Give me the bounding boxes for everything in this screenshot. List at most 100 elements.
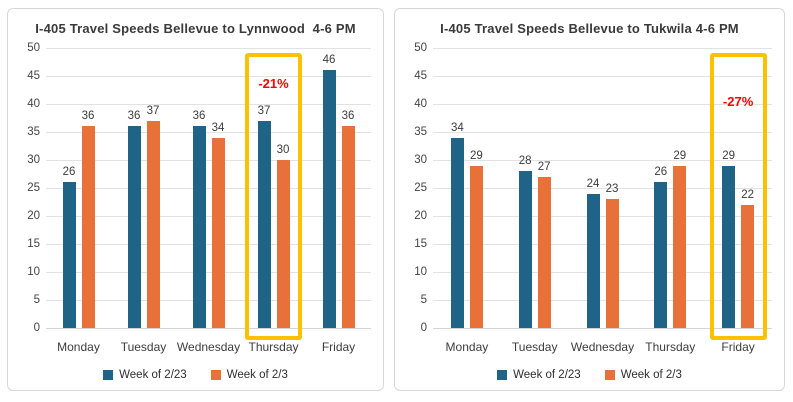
y-tick-label: 50 — [27, 42, 40, 54]
y-tick-label: 15 — [414, 238, 427, 250]
x-axis-label-wednesday: Wednesday — [570, 340, 635, 354]
x-axis-label-wednesday: Wednesday — [176, 340, 241, 354]
x-axis-label-thursday: Thursday — [248, 340, 299, 354]
chart-title: I-405 Travel Speeds Bellevue to Tukwila … — [440, 21, 739, 36]
gridline — [46, 47, 371, 49]
bar-week-of-2-23-tuesday — [518, 171, 532, 328]
bar-value-label-week-of-2-3-wednesday: 34 — [211, 121, 225, 134]
bar-week-of-2-3-wednesday — [605, 199, 619, 328]
y-tick-label: 5 — [420, 294, 427, 306]
gridline — [46, 215, 371, 217]
gridline — [46, 327, 371, 329]
y-tick-label: 10 — [414, 266, 427, 278]
bar-week-of-2-3-friday — [341, 126, 355, 328]
bar-week-of-2-23-friday — [722, 165, 736, 328]
bar-value-label-week-of-2-23-monday: 34 — [450, 121, 464, 134]
bar-week-of-2-3-monday — [469, 165, 483, 328]
bar-week-of-2-23-wednesday — [586, 193, 600, 328]
y-tick-label: 10 — [27, 266, 40, 278]
bar-value-label-week-of-2-3-tuesday: 37 — [146, 104, 160, 117]
bar-week-of-2-3-thursday — [276, 160, 290, 328]
gridline — [433, 131, 772, 133]
chart-panel-bellevue-lynnwood: I-405 Travel Speeds Bellevue to Lynnwood… — [7, 8, 384, 391]
y-tick-label: 50 — [414, 42, 427, 54]
y-tick-label: 25 — [414, 182, 427, 194]
pct-change-label: -21% — [258, 76, 289, 91]
legend-item-week-of-2-3: Week of 2/3 — [210, 369, 288, 381]
x-axis-label-tuesday: Tuesday — [511, 340, 558, 354]
bar-value-label-week-of-2-23-monday: 26 — [62, 166, 76, 179]
y-tick-label: 45 — [27, 70, 40, 82]
gridline — [433, 159, 772, 161]
gridline — [433, 215, 772, 217]
highlight-box — [709, 53, 767, 340]
plot-area: 0 5 10 15 20 25 30 35 40 45 50 Monday 34 29 Tuesday 28 2… — [414, 42, 772, 354]
gridline — [46, 131, 371, 133]
bar-week-of-2-23-monday — [450, 137, 464, 328]
chart-panel-bellevue-tukwila: I-405 Travel Speeds Bellevue to Tukwila … — [394, 8, 785, 391]
bar-value-label-week-of-2-3-thursday: 29 — [673, 149, 687, 162]
bar-week-of-2-3-monday — [81, 126, 95, 328]
bar-value-label-week-of-2-23-wednesday: 24 — [586, 177, 600, 190]
bar-value-label-week-of-2-3-friday: 22 — [741, 188, 754, 201]
y-tick-label: 40 — [414, 98, 427, 110]
y-tick-label: 25 — [27, 182, 40, 194]
y-tick-label: 15 — [27, 238, 40, 250]
bar-value-label-week-of-2-3-thursday: 30 — [276, 144, 290, 156]
x-axis-label-tuesday: Tuesday — [120, 340, 167, 354]
bar-value-label-week-of-2-23-tuesday: 36 — [127, 110, 141, 123]
legend-label-week-of-2-23: Week of 2/23 — [513, 369, 581, 381]
bar-week-of-2-23-thursday — [654, 182, 668, 328]
gridline — [433, 75, 772, 77]
bar-value-label-week-of-2-23-thursday: 37 — [257, 104, 271, 117]
bar-value-label-week-of-2-23-wednesday: 36 — [192, 110, 206, 123]
legend-item-week-of-2-23: Week of 2/23 — [497, 369, 581, 381]
gridline — [46, 299, 371, 301]
bar-week-of-2-3-wednesday — [211, 137, 225, 328]
legend-label-week-of-2-3: Week of 2/3 — [620, 369, 682, 381]
bar-value-label-week-of-2-23-friday: 29 — [722, 149, 735, 162]
bar-value-label-week-of-2-3-monday: 29 — [469, 149, 483, 162]
pct-change-label: -27% — [722, 94, 754, 109]
gridline — [46, 243, 371, 245]
y-tick-label: 30 — [27, 154, 40, 166]
gridline — [433, 327, 772, 329]
legend: Week of 2/23 Week of 2/3 — [8, 369, 383, 381]
bar-value-label-week-of-2-23-friday: 46 — [322, 54, 336, 67]
bar-value-label-week-of-2-3-monday: 36 — [81, 110, 95, 123]
bar-week-of-2-3-tuesday — [146, 120, 160, 328]
gridline — [433, 271, 772, 273]
bar-value-label-week-of-2-3-wednesday: 23 — [605, 183, 619, 196]
y-tick-label: 45 — [414, 70, 427, 82]
y-tick-label: 0 — [33, 322, 40, 334]
bar-week-of-2-3-thursday — [673, 165, 687, 328]
plot-area: 0 5 10 15 20 25 30 35 40 45 50 Monday 26 36 Tuesday 36 3… — [27, 42, 371, 354]
y-tick-label: 35 — [27, 126, 40, 138]
gridline — [433, 103, 772, 105]
legend: Week of 2/23 Week of 2/3 — [395, 369, 784, 381]
y-tick-label: 30 — [414, 154, 427, 166]
bar-value-label-week-of-2-3-tuesday: 27 — [537, 160, 551, 173]
x-axis-label-friday: Friday — [721, 340, 755, 354]
x-axis-label-monday: Monday — [445, 340, 489, 354]
highlight-box — [245, 53, 302, 340]
x-axis-label-friday: Friday — [321, 340, 356, 354]
x-axis-label-thursday: Thursday — [645, 340, 696, 354]
gridline — [433, 299, 772, 301]
legend-swatch-week-of-2-3 — [210, 370, 221, 380]
gridline — [433, 47, 772, 49]
x-axis-label-monday: Monday — [57, 340, 100, 354]
y-tick-label: 0 — [420, 322, 427, 334]
legend-swatch-week-of-2-3 — [604, 370, 615, 380]
chart-title: I-405 Travel Speeds Bellevue to Lynnwood… — [35, 21, 356, 36]
legend-swatch-week-of-2-23 — [103, 370, 114, 380]
legend-item-week-of-2-3: Week of 2/3 — [604, 369, 682, 381]
bar-value-label-week-of-2-23-thursday: 26 — [654, 166, 668, 179]
gridline — [46, 159, 371, 161]
legend-label-week-of-2-23: Week of 2/23 — [119, 369, 187, 381]
legend-swatch-week-of-2-23 — [497, 370, 508, 380]
y-tick-label: 20 — [27, 210, 40, 222]
gridline — [46, 75, 371, 77]
gridline — [433, 187, 772, 189]
